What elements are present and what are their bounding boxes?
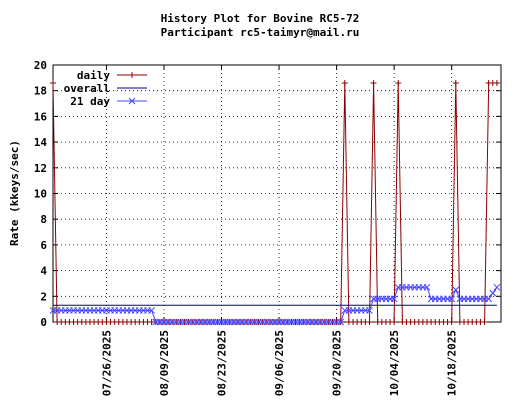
y-tick-label: 14 xyxy=(34,136,48,149)
y-tick-label: 8 xyxy=(40,213,47,226)
data-point xyxy=(391,319,398,325)
data-point xyxy=(395,79,402,86)
data-point xyxy=(481,319,488,325)
data-point xyxy=(370,79,377,86)
x-tick-label: 10/04/2025 xyxy=(388,330,401,396)
x-tick-label: 09/20/2025 xyxy=(331,330,344,396)
data-point xyxy=(148,307,155,314)
y-tick-label: 10 xyxy=(34,188,47,201)
y-axis-label: Rate (kkeys/sec) xyxy=(8,140,21,246)
y-tick-label: 0 xyxy=(40,316,47,329)
data-point xyxy=(366,307,373,314)
data-point xyxy=(128,97,136,105)
data-point xyxy=(452,286,460,294)
legend-label: 21 day xyxy=(70,95,110,108)
y-tick-label: 18 xyxy=(34,85,47,98)
data-point xyxy=(493,283,501,291)
x-tick-label: 07/26/2025 xyxy=(100,330,113,396)
x-tick-label: 09/06/2025 xyxy=(273,330,286,396)
data-point xyxy=(50,79,56,86)
series-line xyxy=(53,286,498,323)
x-tick-label: 10/18/2025 xyxy=(446,330,459,396)
data-point xyxy=(423,283,431,291)
data-point xyxy=(452,79,459,86)
legend-label: daily xyxy=(77,69,110,82)
data-point xyxy=(448,295,456,303)
y-tick-label: 6 xyxy=(40,239,47,252)
data-point xyxy=(485,295,493,303)
data-point xyxy=(489,289,497,297)
legend-label: overall xyxy=(64,82,110,95)
y-tick-label: 20 xyxy=(34,59,47,72)
y-tick-label: 16 xyxy=(34,110,48,123)
data-point xyxy=(129,72,135,78)
data-point xyxy=(341,79,348,86)
x-tick-label: 08/09/2025 xyxy=(158,330,171,396)
x-tick-label: 08/23/2025 xyxy=(216,330,229,396)
data-point xyxy=(337,318,345,326)
y-tick-label: 2 xyxy=(40,290,47,303)
chart-subtitle: Participant rc5-taimyr@mail.ru xyxy=(160,26,360,39)
y-tick-label: 4 xyxy=(40,265,47,278)
y-tick-label: 12 xyxy=(34,162,47,175)
data-point xyxy=(493,79,500,86)
series-line xyxy=(52,82,497,323)
data-point xyxy=(390,295,398,303)
data-point xyxy=(448,319,455,325)
chart-title: History Plot for Bovine RC5-72 xyxy=(160,12,360,25)
data-point xyxy=(366,319,373,325)
series-21-day xyxy=(49,283,501,326)
